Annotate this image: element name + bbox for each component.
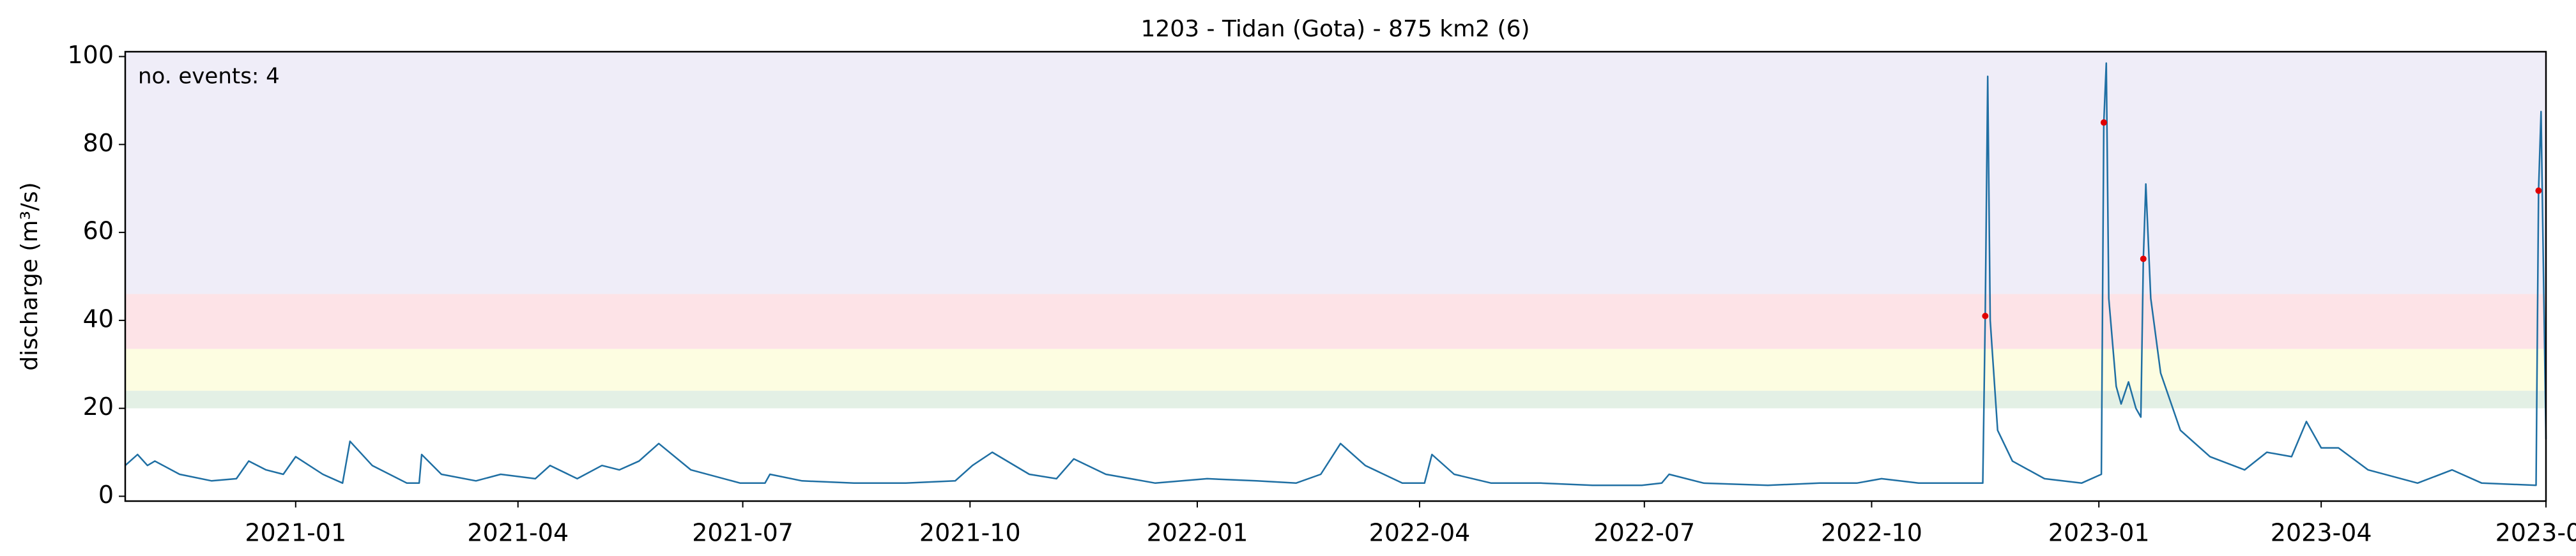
x-tick-label: 2021-10 [919, 519, 1021, 547]
event-count: no. events: 4 [138, 64, 280, 89]
y-tick-label: 20 [83, 393, 114, 421]
event-point [2100, 119, 2107, 126]
y-tick-label: 60 [83, 217, 114, 245]
x-tick-label: 2022-07 [1593, 519, 1695, 547]
y-axis-label: discharge (m³/s) [17, 182, 43, 370]
x-tick-label: 2022-01 [1147, 519, 1248, 547]
x-tick-label: 2021-07 [692, 519, 793, 547]
threshold-band [125, 349, 2546, 391]
y-tick-label: 80 [83, 129, 114, 157]
event-point [2535, 187, 2542, 194]
x-tick-label: 2021-04 [467, 519, 569, 547]
x-tick-label: 2023-07 [2496, 519, 2576, 547]
y-tick-label: 100 [67, 41, 114, 69]
x-tick-label: 2022-10 [1821, 519, 1922, 547]
x-tick-label: 2021-01 [245, 519, 346, 547]
plot-frame [124, 50, 2547, 502]
y-tick-label: 40 [83, 304, 114, 333]
y-tick-label: 0 [98, 481, 114, 509]
threshold-band [125, 391, 2546, 409]
threshold-band [125, 52, 2546, 294]
threshold-band [125, 294, 2546, 349]
event-point [1982, 312, 1989, 319]
chart-title: 1203 - Tidan (Gota) - 875 km2 (6) [1140, 16, 1529, 42]
event-point [2140, 255, 2147, 262]
x-tick-label: 2023-04 [2271, 519, 2372, 547]
discharge-line [125, 62, 2547, 486]
x-tick-label: 2022-04 [1369, 519, 1471, 547]
x-tick-label: 2023-01 [2048, 519, 2150, 547]
